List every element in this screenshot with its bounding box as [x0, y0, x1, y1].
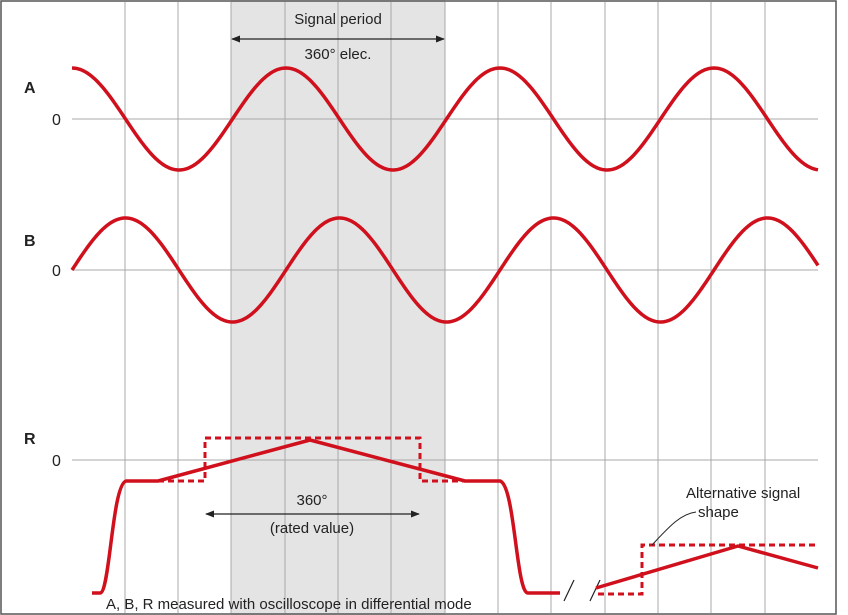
channel-b-zero: 0 — [52, 263, 61, 280]
signal-r-rated-shape — [128, 436, 490, 483]
signal-a-waveform — [71, 66, 819, 172]
axis-break-mark-1 — [563, 579, 575, 602]
signal-period-value: 360° elec. — [305, 46, 372, 63]
alternative-signal-leader-line — [651, 511, 697, 546]
axis-break-mark-2 — [589, 579, 601, 602]
rated-value-angle: 360° — [296, 492, 327, 509]
signal-period-title: Signal period — [294, 11, 382, 28]
signal-b-waveform — [70, 216, 820, 324]
alternative-signal-rated-shape — [598, 543, 818, 596]
alternative-signal-waveform — [595, 544, 819, 590]
channel-a-label: A — [24, 80, 36, 97]
alternative-signal-label-line1: Alternative signal — [686, 485, 800, 502]
footer-caption: A, B, R measured with oscilloscope in di… — [106, 596, 472, 613]
signal-r-waveform — [92, 438, 560, 595]
channel-b-label: B — [24, 233, 36, 250]
channel-a-zero: 0 — [52, 112, 61, 129]
channel-r-zero: 0 — [52, 453, 61, 470]
alternative-signal-label-line2: shape — [698, 504, 739, 521]
vertical-gridlines — [124, 2, 766, 613]
channel-r-label: R — [24, 431, 36, 448]
rated-value-note: (rated value) — [270, 520, 354, 537]
